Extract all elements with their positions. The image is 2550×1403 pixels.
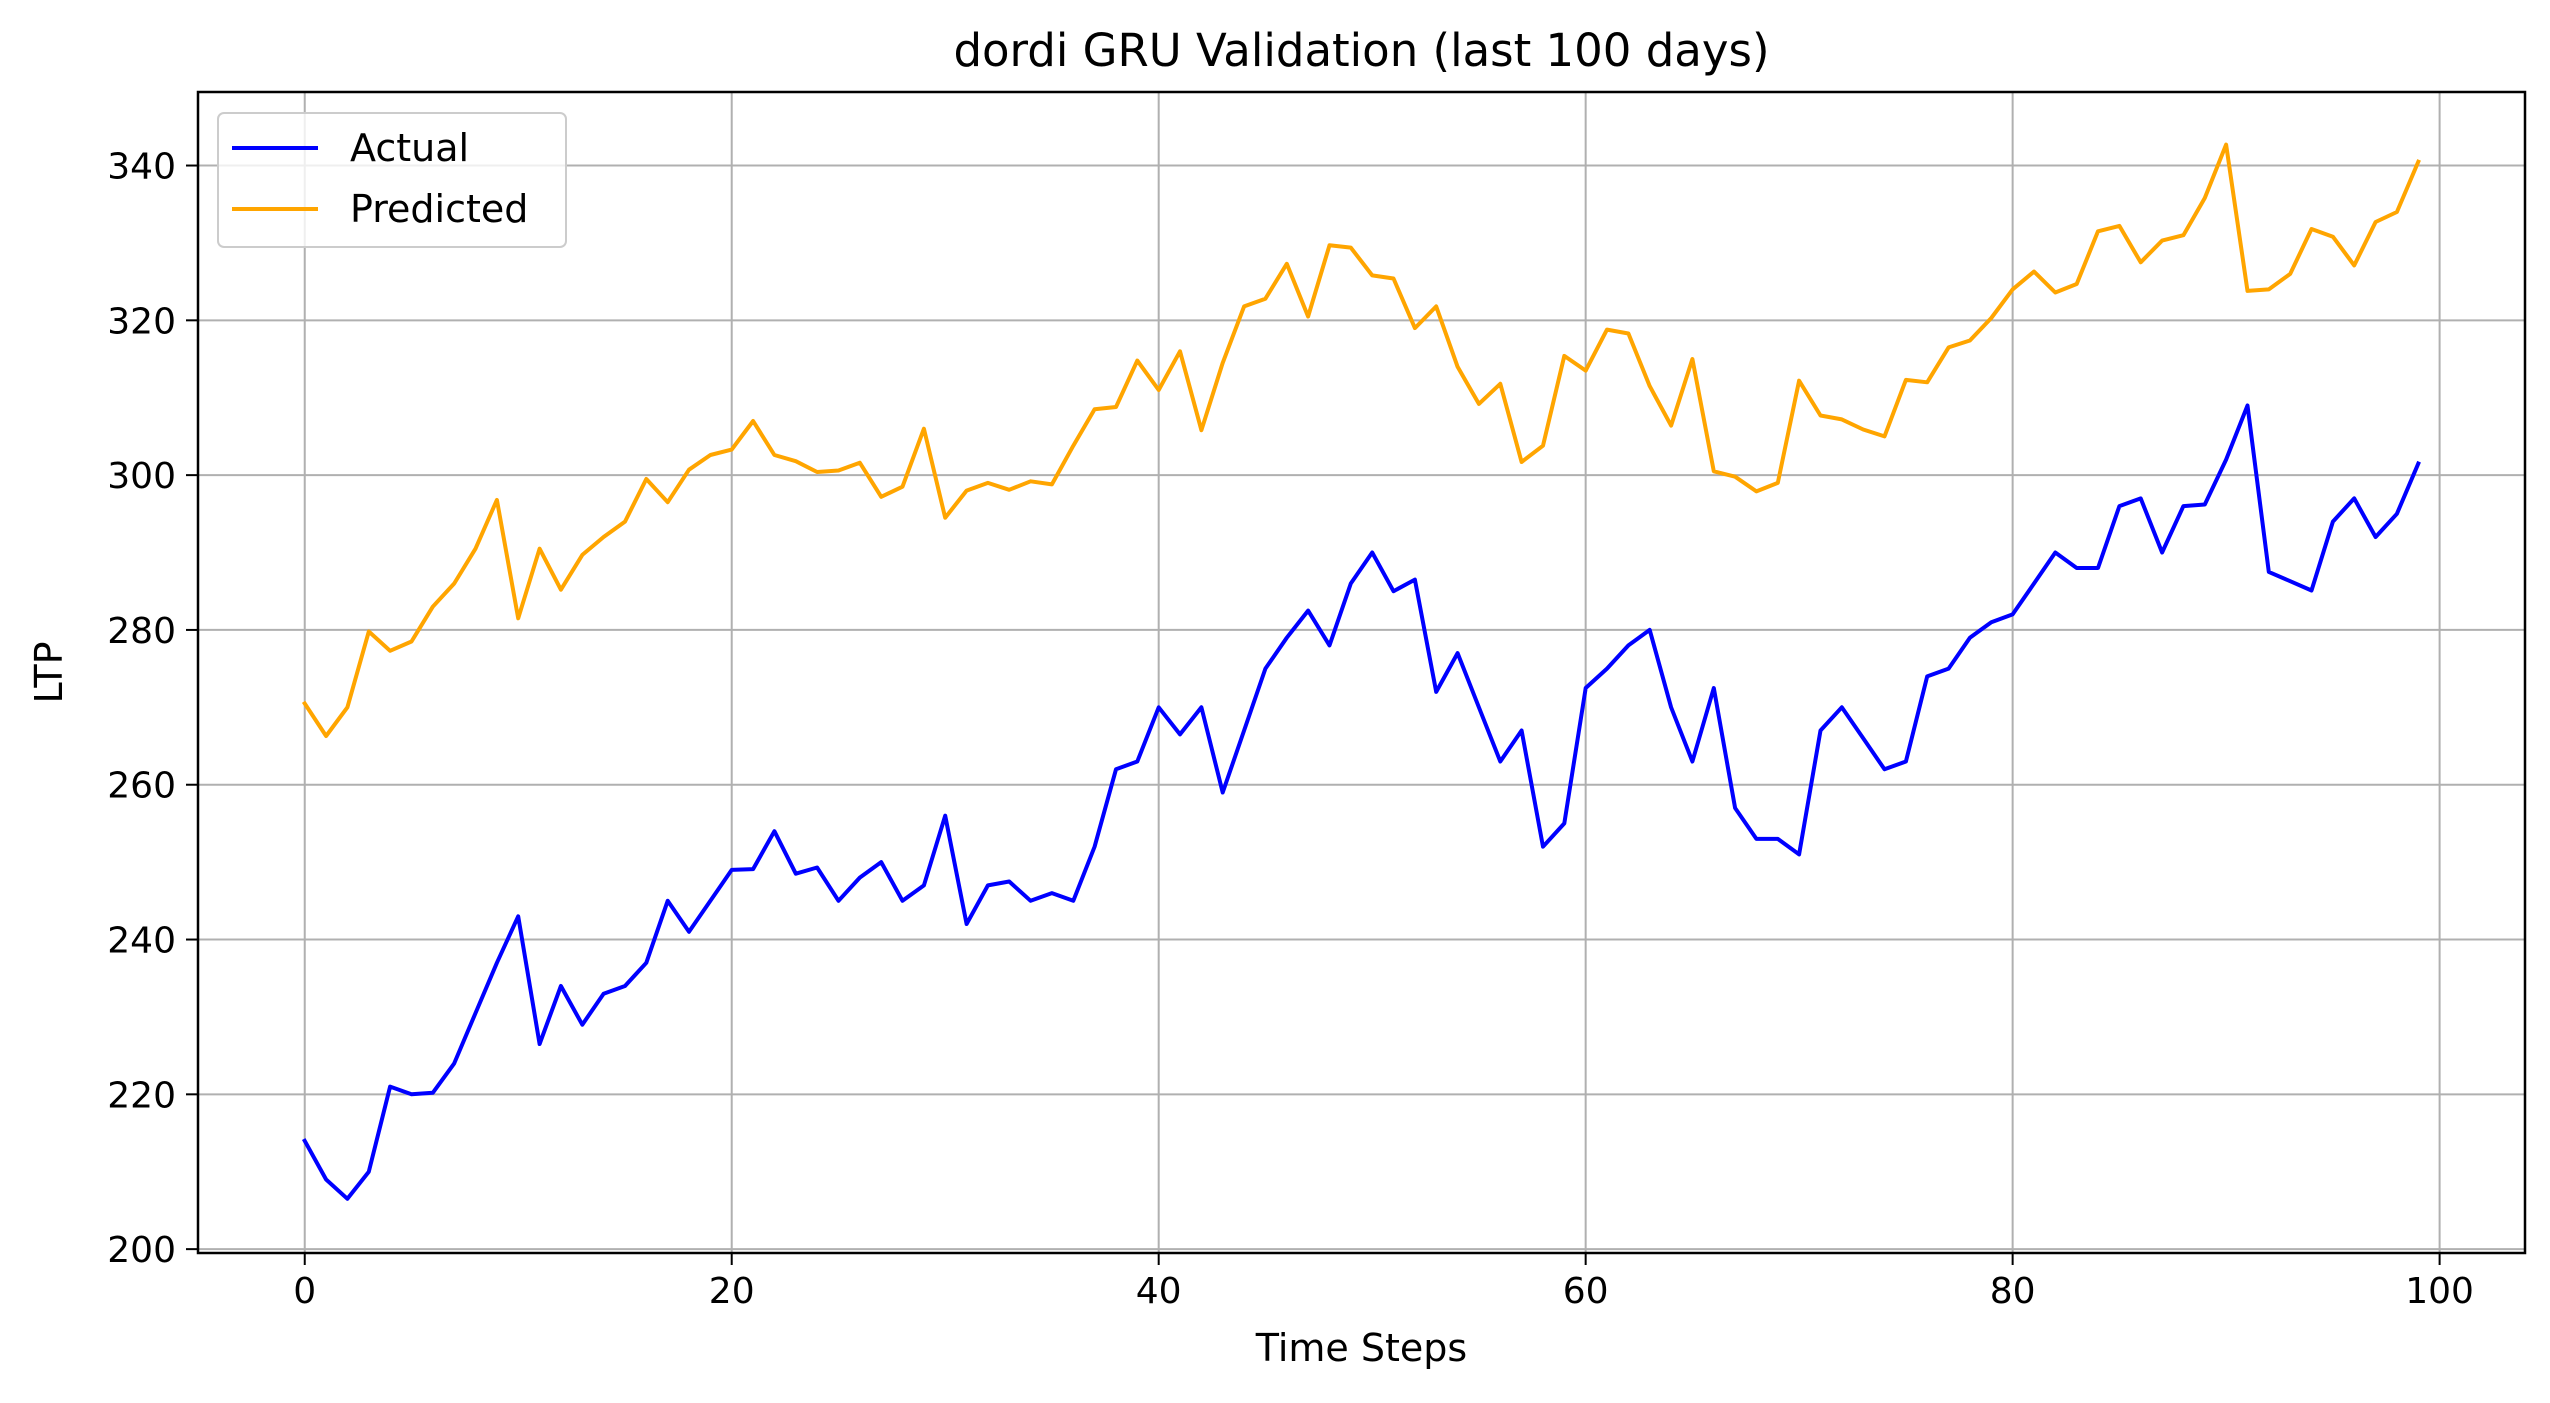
x-tick-label: 40 [1136, 1271, 1182, 1312]
y-tick-label: 300 [107, 456, 176, 497]
series-line-predicted [301, 142, 2421, 738]
x-tick-label: 0 [293, 1271, 316, 1312]
x-axis-label: Time Steps [1255, 1326, 1467, 1370]
axis-ticks: 0 20 40 60 80 100 200 220 240 260 280 300 320 340 [107, 147, 2474, 1312]
y-tick-label: 220 [107, 1075, 176, 1116]
series-lines [301, 142, 2421, 1201]
x-tick-label: 20 [709, 1271, 755, 1312]
y-tick-label: 260 [107, 766, 176, 807]
y-tick-label: 320 [107, 301, 176, 342]
x-tick-label: 80 [1990, 1271, 2036, 1312]
chart-title: dordi GRU Validation (last 100 days) [953, 24, 1769, 77]
x-tick-label: 100 [2405, 1271, 2474, 1312]
y-tick-label: 200 [107, 1230, 176, 1271]
x-tick-label: 60 [1563, 1271, 1609, 1312]
y-tick-label: 240 [107, 921, 176, 962]
gridlines [198, 92, 2525, 1253]
y-tick-label: 280 [107, 611, 176, 652]
legend: Actual Predicted [217, 112, 567, 248]
y-tick-label: 340 [107, 147, 176, 188]
series-line-actual [301, 403, 2421, 1201]
legend-label-predicted: Predicted [350, 187, 528, 231]
legend-label-actual: Actual [350, 126, 469, 170]
y-axis-label: LTP [27, 641, 71, 703]
plot-area-frame [196, 90, 2527, 1255]
